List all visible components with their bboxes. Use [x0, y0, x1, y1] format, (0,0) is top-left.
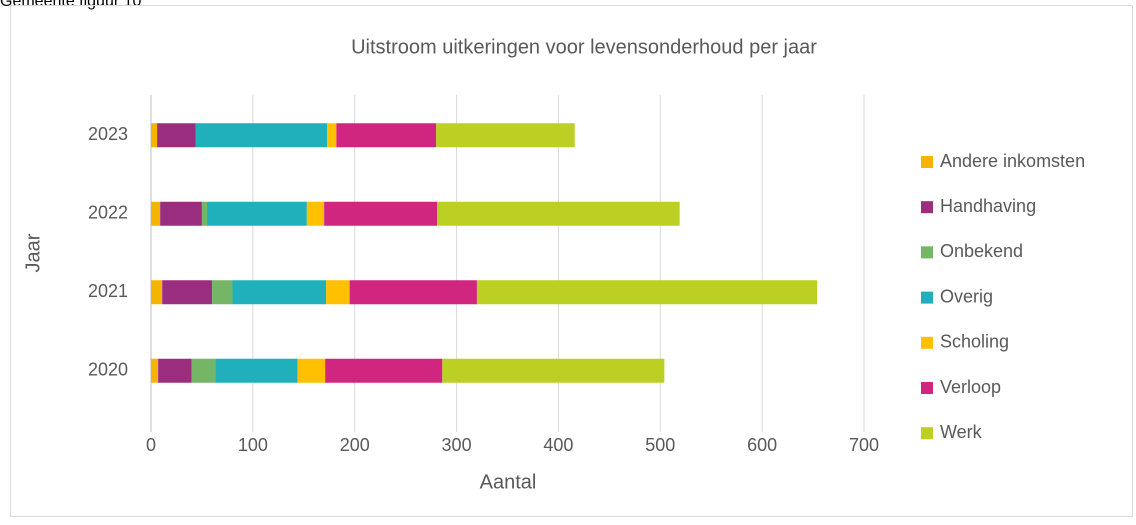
x-tick-label: 0 [146, 435, 156, 455]
x-tick-label: 200 [340, 435, 370, 455]
legend-swatch [921, 382, 933, 394]
bar-segment [297, 358, 326, 383]
chart-frame [10, 5, 1133, 517]
legend-swatch [921, 336, 933, 349]
bar-segment [151, 280, 163, 305]
legend-label: Werk [940, 422, 983, 442]
chart-title: Uitstroom uitkeringen voor levensonderho… [351, 36, 817, 58]
legend-swatch [921, 291, 933, 304]
legend-swatch [921, 156, 933, 168]
x-tick-label: 100 [238, 435, 268, 455]
bar-segment [160, 201, 202, 226]
bar-segment [195, 123, 328, 148]
bar-segment [306, 201, 325, 226]
x-tick-label: 400 [543, 435, 573, 455]
y-tick-label: 2022 [88, 203, 128, 223]
x-axis-label: Aantal [480, 471, 537, 493]
y-tick-label: 2023 [88, 124, 128, 144]
bar-segment [324, 201, 438, 226]
x-tick-label: 500 [645, 435, 675, 455]
legend-label: Verloop [940, 377, 1001, 397]
bar-segment [326, 280, 350, 305]
bar-segment [207, 201, 307, 226]
bar-segment [232, 280, 327, 305]
bar-segment [151, 201, 161, 226]
y-tick-label: 2020 [88, 360, 128, 380]
legend-swatch [921, 246, 933, 259]
x-tick-label: 300 [442, 435, 472, 455]
legend-swatch [921, 201, 933, 214]
bar-segment [325, 358, 443, 383]
bar-segment [442, 358, 665, 383]
bar-segment [151, 358, 159, 383]
bar-segment [476, 280, 818, 305]
bar-segment [436, 123, 575, 148]
y-axis-label: Jaar [22, 233, 44, 272]
bar-segment [212, 280, 233, 305]
x-tick-label: 600 [747, 435, 777, 455]
bar-segment [158, 358, 192, 383]
legend-label: Overig [940, 286, 993, 306]
x-tick-label: 700 [849, 435, 879, 455]
bar-segment [157, 123, 196, 148]
bar-segment [191, 358, 216, 383]
bar-segment [201, 201, 208, 226]
legend-label: Onbekend [940, 241, 1023, 261]
bar-segment [327, 123, 337, 148]
bar-segment [215, 358, 298, 383]
legend-label: Scholing [940, 332, 1009, 352]
bar-segment [349, 280, 477, 305]
bar-segment [336, 123, 437, 148]
bar-segment [162, 280, 213, 305]
y-tick-label: 2021 [88, 281, 128, 301]
legend-label: Andere inkomsten [940, 151, 1085, 171]
legend-swatch [921, 427, 933, 440]
bar-segment [151, 123, 158, 148]
legend-label: Handhaving [940, 196, 1036, 216]
bar-segment [437, 201, 680, 226]
